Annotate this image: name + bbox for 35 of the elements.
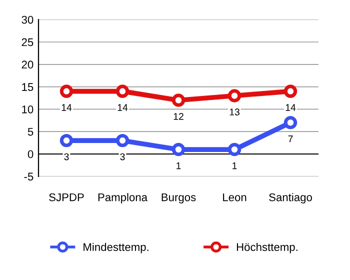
data-label: 14 bbox=[62, 104, 72, 111]
x-tick-label: SJPDP bbox=[49, 193, 84, 202]
y-tick-label: 30 bbox=[22, 16, 34, 24]
point bbox=[284, 116, 298, 130]
point bbox=[284, 84, 298, 98]
legend-label: Mindesttemp. bbox=[84, 242, 148, 254]
y-tick-label: -5 bbox=[24, 172, 34, 181]
point bbox=[116, 134, 130, 148]
point bbox=[228, 142, 242, 156]
x-tick-label: Santiago bbox=[269, 193, 312, 204]
data-label: 13 bbox=[230, 108, 240, 116]
y-tick-label: 0 bbox=[28, 150, 34, 158]
y-tick-label: 15 bbox=[22, 83, 34, 91]
y-tick-label: 5 bbox=[28, 128, 34, 136]
data-label: 14 bbox=[286, 104, 296, 111]
x-tick-label: Burgos bbox=[162, 193, 196, 204]
data-label: 1 bbox=[176, 162, 181, 170]
point bbox=[60, 84, 74, 98]
data-label: 12 bbox=[174, 112, 184, 120]
point bbox=[172, 142, 186, 156]
data-label: 14 bbox=[118, 104, 128, 111]
legend-label: Höchsttemp. bbox=[236, 242, 298, 254]
data-label: 1 bbox=[232, 162, 237, 170]
x-tick-label: Pamplona bbox=[98, 193, 148, 204]
x-tick-label: Leon bbox=[223, 193, 246, 202]
data-label: 3 bbox=[64, 153, 69, 160]
y-tick-label: 25 bbox=[22, 38, 34, 46]
y-tick-label: 10 bbox=[22, 105, 34, 114]
data-label: 3 bbox=[120, 153, 125, 160]
point bbox=[116, 84, 130, 98]
data-label: 7 bbox=[288, 135, 293, 142]
point bbox=[172, 94, 186, 107]
point bbox=[228, 89, 242, 102]
point bbox=[60, 134, 74, 148]
y-tick-label: 20 bbox=[22, 60, 34, 69]
